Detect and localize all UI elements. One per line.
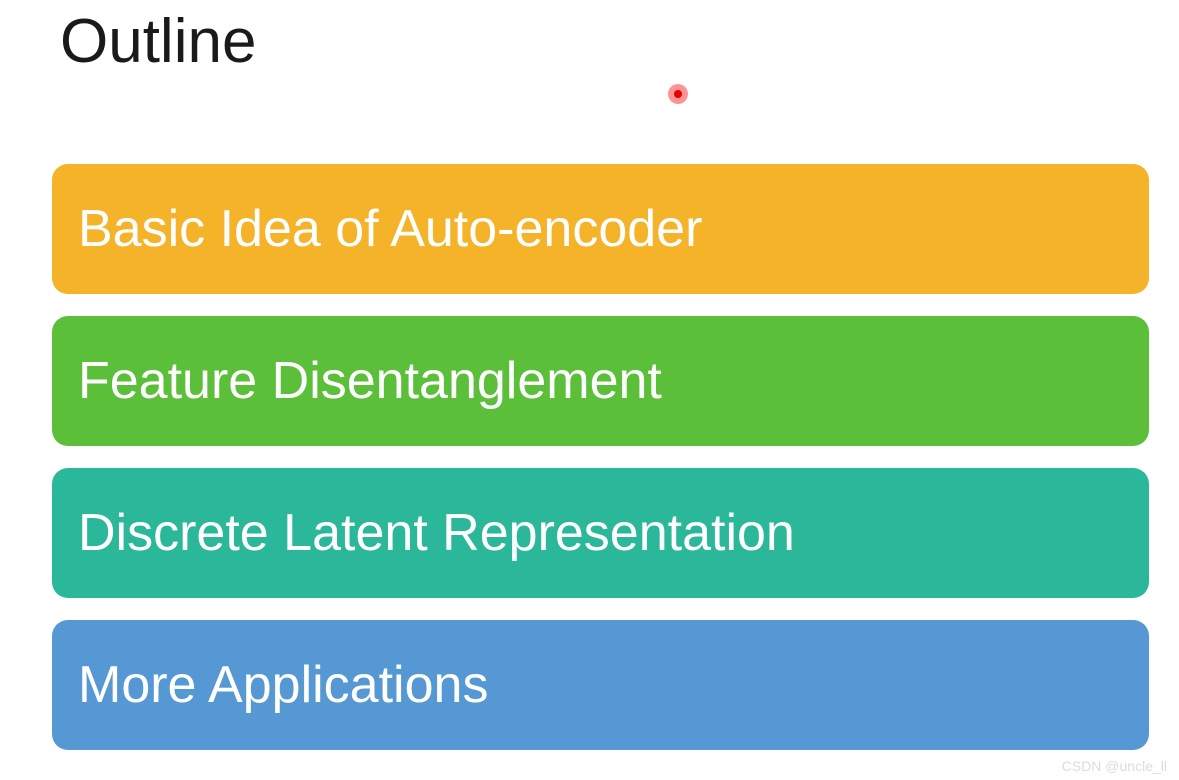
outline-item: More Applications: [52, 620, 1149, 750]
outline-item: Basic Idea of Auto-encoder: [52, 164, 1149, 294]
laser-pointer-dot: [674, 90, 682, 98]
slide-title: Outline: [60, 6, 256, 77]
watermark: CSDN @uncle_ll: [1062, 758, 1167, 774]
slide: Outline Basic Idea of Auto-encoder Featu…: [0, 0, 1179, 780]
outline-item: Discrete Latent Representation: [52, 468, 1149, 598]
outline-items: Basic Idea of Auto-encoder Feature Disen…: [52, 164, 1149, 750]
outline-item: Feature Disentanglement: [52, 316, 1149, 446]
